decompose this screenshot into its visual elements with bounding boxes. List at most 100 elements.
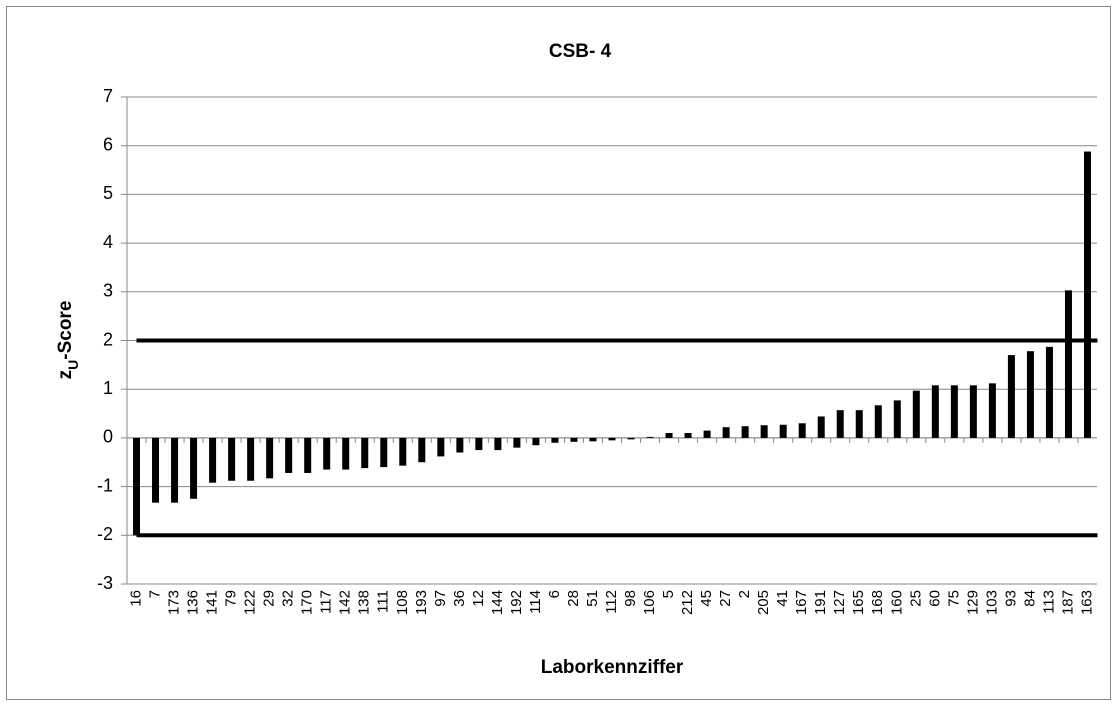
bar — [1045, 346, 1053, 438]
x-tick-label: 122 — [242, 590, 259, 615]
bar — [741, 426, 749, 438]
bar — [589, 437, 597, 442]
bar — [798, 423, 806, 438]
y-tick-label: 1 — [103, 378, 113, 398]
bar — [1026, 351, 1034, 438]
x-tick-label: 129 — [964, 590, 981, 615]
x-tick-label: 36 — [451, 590, 468, 607]
bar — [285, 437, 293, 473]
x-tick-label: 98 — [622, 590, 639, 607]
bar — [437, 437, 445, 457]
x-tick-label: 173 — [166, 590, 183, 615]
x-tick-label: 160 — [888, 590, 905, 615]
x-tick-label: 165 — [850, 590, 867, 615]
x-tick-label: 12 — [470, 590, 487, 607]
bar — [418, 437, 426, 463]
y-tick-label: 0 — [103, 427, 113, 447]
y-label-rest: -Score — [55, 301, 76, 360]
x-tick-label: 75 — [945, 590, 962, 607]
x-tick-label: 192 — [508, 590, 525, 615]
bar — [532, 437, 540, 446]
bar — [627, 437, 635, 440]
x-tick-label: 138 — [356, 590, 373, 615]
x-tick-label: 6 — [546, 590, 563, 598]
x-tick-label: 114 — [527, 590, 544, 614]
bar — [779, 424, 787, 438]
y-tick-label: -3 — [97, 573, 113, 593]
bar — [684, 433, 692, 438]
x-tick-label: 28 — [565, 590, 582, 607]
x-tick-label: 117 — [318, 590, 335, 614]
bar — [608, 437, 616, 441]
x-tick-label: 41 — [774, 590, 791, 607]
y-tick-label: -2 — [97, 524, 113, 544]
bar — [513, 437, 521, 448]
bar — [931, 385, 939, 438]
bar — [1064, 290, 1072, 438]
x-tick-label: 51 — [584, 590, 601, 607]
x-tick-label: 106 — [641, 590, 658, 615]
bar — [722, 427, 730, 438]
x-axis-label: Laborkennziffer — [541, 657, 684, 678]
bar — [171, 437, 179, 503]
chart-title: CSB- 4 — [549, 41, 612, 62]
x-tick-label: 84 — [1021, 590, 1038, 607]
x-tick-label: 2 — [736, 590, 753, 598]
bar — [646, 436, 654, 438]
bar — [361, 437, 369, 469]
bar — [494, 437, 502, 451]
bar — [475, 437, 483, 451]
bar — [969, 385, 977, 438]
bar — [380, 437, 388, 468]
x-tick-label: 163 — [1078, 590, 1095, 615]
bar — [266, 437, 274, 479]
bar — [304, 437, 312, 473]
x-tick-label: 144 — [489, 590, 506, 615]
y-label-base: z — [55, 370, 76, 380]
x-tick-label: 25 — [907, 590, 924, 607]
x-tick-label: 193 — [413, 590, 430, 615]
y-tick-label: 2 — [103, 329, 113, 349]
y-tick-label: 3 — [103, 281, 113, 301]
x-tick-label: 32 — [280, 590, 297, 607]
bar — [190, 437, 198, 499]
x-tick-label: 16 — [127, 590, 144, 607]
x-tick-label: 103 — [983, 590, 1000, 615]
bar — [912, 390, 920, 438]
bar — [209, 437, 217, 483]
x-tick-label: 93 — [1002, 590, 1019, 607]
bar — [399, 437, 407, 466]
bar — [703, 430, 711, 438]
bar — [665, 433, 673, 438]
bar — [836, 410, 844, 438]
bar — [817, 416, 825, 438]
bar — [988, 383, 996, 438]
x-tick-label: 7 — [146, 590, 163, 598]
x-tick-label: 60 — [926, 590, 943, 607]
y-tick-label: 5 — [103, 183, 113, 203]
x-tick-label: 79 — [223, 590, 240, 607]
y-tick-label: -1 — [97, 475, 113, 495]
y-tick-label: 7 — [103, 86, 113, 106]
bar — [133, 437, 141, 536]
x-tick-label: 108 — [394, 590, 411, 615]
bar — [323, 437, 331, 470]
bar — [456, 437, 464, 453]
x-tick-label: 113 — [1040, 590, 1057, 614]
bar — [760, 425, 768, 438]
x-tick-label: 191 — [812, 590, 829, 615]
x-tick-label: 136 — [185, 590, 202, 615]
bar — [1083, 151, 1091, 438]
x-tick-label: 112 — [603, 590, 620, 614]
bar — [893, 400, 901, 438]
y-axis-label: zU-Score — [55, 301, 81, 380]
x-tick-label: 27 — [717, 590, 734, 607]
x-tick-label: 212 — [679, 590, 696, 615]
bar — [152, 437, 160, 503]
x-tick-label: 187 — [1059, 590, 1076, 615]
x-tick-label: 167 — [793, 590, 810, 615]
y-tick-label: 6 — [103, 134, 113, 154]
bar — [855, 410, 863, 438]
x-tick-label: 45 — [698, 590, 715, 607]
